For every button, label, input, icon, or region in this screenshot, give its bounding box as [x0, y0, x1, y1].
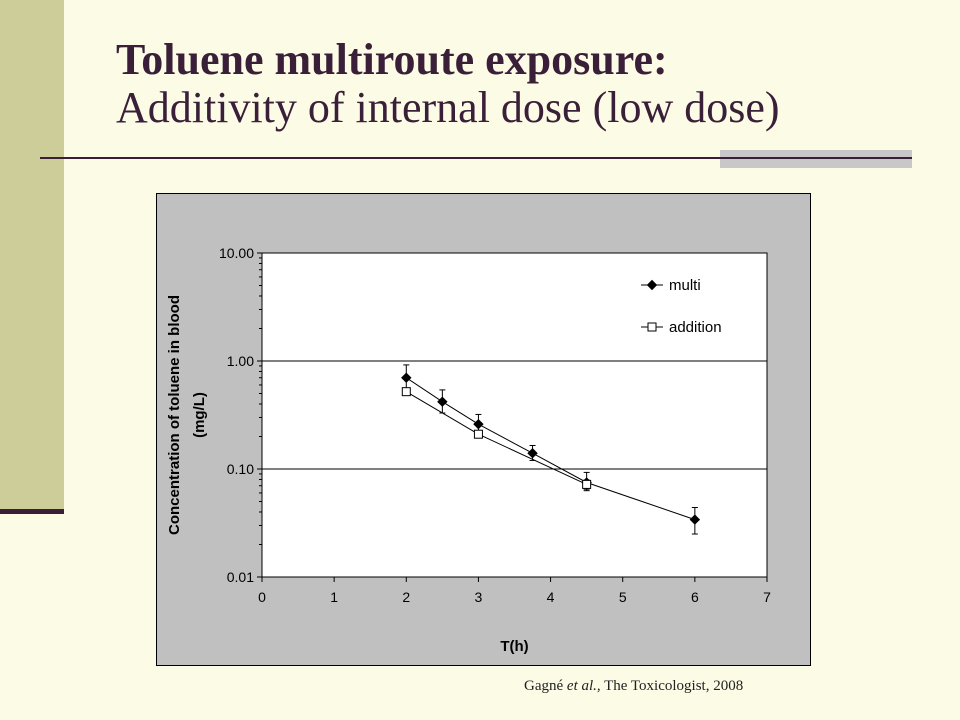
series-layer: [401, 364, 701, 535]
legend-label-multi: multi: [669, 277, 701, 294]
title-bold-line: Toluene multiroute exposure:: [116, 35, 668, 84]
title-rule: [40, 157, 912, 159]
citation-author: Gagné: [524, 678, 567, 694]
series-line-multi: [406, 377, 696, 521]
citation-source: , The Toxicologist, 2008: [596, 678, 744, 694]
citation: Gagné et al., The Toxicologist, 2008: [524, 678, 743, 695]
data-point-multi: [437, 396, 448, 407]
citation-etal: et al.: [566, 678, 597, 694]
y-tick-label-3: 0.01: [227, 569, 254, 585]
data-point-addition: [582, 479, 592, 489]
legend-marker-multi: [646, 279, 658, 291]
sidebar-accent-line: [0, 509, 64, 514]
series-multi: [401, 364, 701, 535]
data-point-multi: [527, 448, 538, 459]
axes-layer: 10.00 1.00 0.10 0.010 1 2 3 4 5 6 7: [219, 245, 771, 605]
slide-title: Toluene multiroute exposure: Additivity …: [116, 36, 936, 131]
legend-label-addition: addition: [669, 319, 722, 336]
x-tick-label-1: 1: [330, 589, 338, 605]
plot-area: [261, 252, 768, 578]
sidebar-bar: [0, 0, 64, 512]
grid-layer: [262, 360, 767, 470]
x-tick-label-4: 4: [547, 589, 555, 605]
data-point-multi: [401, 372, 412, 383]
y-tick-label-1: 1.00: [227, 353, 254, 369]
legend: multi addition: [641, 277, 722, 336]
data-point-addition: [473, 429, 483, 439]
data-point-addition: [401, 387, 411, 397]
y-tick-label-0: 10.00: [219, 245, 254, 261]
x-tick-label-5: 5: [619, 589, 627, 605]
y-axis-unit-label: (mg/L): [191, 392, 208, 438]
title-regular-line: Additivity of internal dose (low dose): [116, 82, 780, 132]
y-axis-label: Concentration of toluene in blood: [166, 295, 183, 535]
x-tick-label-3: 3: [475, 589, 483, 605]
legend-marker-addition: [647, 322, 657, 332]
x-axis-label: T(h): [500, 638, 528, 655]
data-point-multi: [689, 514, 701, 525]
x-tick-label-2: 2: [402, 589, 410, 605]
x-tick-label-7: 7: [763, 589, 771, 605]
series-addition: [401, 387, 592, 490]
data-point-multi: [473, 418, 484, 430]
title-rule-accent: [720, 150, 912, 168]
chart-svg: 10.001.000.100.010 1 2 3 4 5 6 7 multiaddition …: [166, 245, 771, 655]
x-tick-label-6: 6: [691, 589, 699, 605]
y-tick-label-2: 0.10: [227, 461, 254, 477]
x-tick-label-0: 0: [258, 589, 266, 605]
